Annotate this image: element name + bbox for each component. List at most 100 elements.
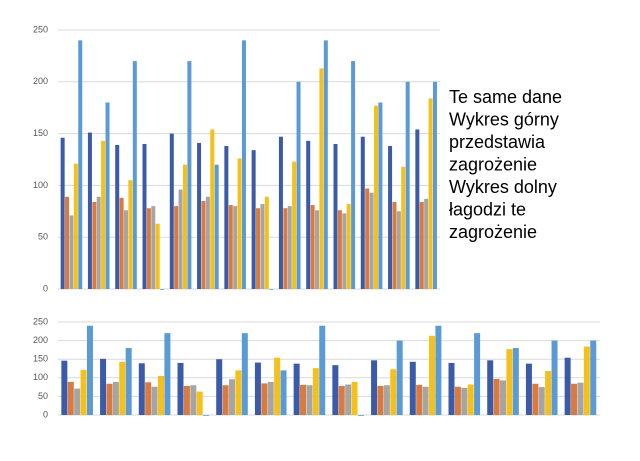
bar (155, 223, 160, 289)
y-tick-label: 250 (33, 24, 48, 34)
y-tick-label: 100 (33, 372, 48, 382)
bar (264, 196, 269, 289)
bar (241, 40, 246, 289)
bar (145, 382, 152, 415)
bar (590, 340, 597, 415)
bar (164, 333, 171, 415)
bar (112, 381, 119, 415)
bar (128, 180, 133, 289)
bar (182, 164, 187, 289)
bar (390, 369, 397, 415)
bar (278, 136, 283, 289)
bar (169, 133, 174, 289)
bar (280, 370, 287, 415)
bar (274, 357, 281, 415)
bar (187, 61, 192, 289)
y-tick-label: 200 (33, 335, 48, 345)
bar (373, 105, 378, 290)
bar (261, 383, 268, 415)
bar (96, 196, 101, 289)
bar (197, 142, 202, 289)
bar (106, 383, 113, 415)
bar (342, 213, 347, 289)
bar (312, 368, 319, 415)
bar (319, 68, 324, 289)
bar (233, 206, 238, 289)
y-tick-label: 0 (43, 409, 48, 419)
bar (333, 143, 338, 289)
bar (564, 357, 571, 415)
bar (235, 370, 242, 415)
bar (551, 340, 558, 415)
bar (86, 325, 93, 415)
bar (351, 381, 358, 415)
side-text: zagrożenie (449, 222, 537, 242)
bar (369, 192, 374, 289)
bar (283, 208, 288, 289)
y-tick-label: 50 (38, 391, 48, 401)
bar (345, 384, 352, 415)
bar (338, 385, 345, 415)
bar (251, 150, 256, 289)
bar (80, 369, 87, 415)
bar (415, 129, 420, 289)
bar (210, 129, 215, 289)
bar (422, 386, 429, 415)
bar (74, 388, 81, 415)
bar (351, 61, 356, 289)
bar (151, 386, 158, 415)
bar (67, 381, 74, 415)
side-text: przedstawia (449, 132, 546, 152)
bar (178, 189, 183, 289)
bar (60, 137, 65, 289)
bar (461, 387, 468, 415)
bar (222, 385, 229, 415)
bar (256, 208, 261, 289)
bar (138, 363, 145, 415)
bar (205, 196, 210, 289)
bar (428, 98, 433, 289)
bar (454, 386, 461, 415)
bar (65, 196, 70, 289)
bar (577, 382, 584, 415)
bar (214, 164, 219, 289)
bar (300, 384, 307, 415)
bar (377, 385, 384, 415)
bar (61, 360, 68, 415)
bar (260, 204, 265, 289)
bar (396, 340, 403, 415)
bar (310, 205, 315, 289)
bar (474, 333, 481, 415)
bar (142, 143, 147, 289)
bar (428, 335, 435, 415)
bar (124, 210, 129, 289)
bar (365, 188, 370, 289)
bar (157, 375, 164, 415)
y-tick-label: 250 (33, 316, 48, 326)
bar (287, 206, 292, 289)
bar (432, 81, 437, 289)
bar (396, 211, 401, 289)
bar (267, 381, 274, 415)
side-text: Wykres górny (449, 110, 559, 130)
y-tick-label: 50 (38, 232, 48, 242)
bar (409, 361, 416, 415)
bar (323, 40, 328, 289)
bar (405, 81, 410, 289)
bar (401, 166, 406, 289)
bar (538, 387, 545, 415)
bar (306, 385, 313, 415)
bar (73, 163, 78, 289)
side-text: Te same dane (449, 87, 562, 107)
bar (78, 40, 83, 289)
side-text: Wykres dolny (449, 177, 557, 197)
bar (315, 210, 320, 289)
bar (532, 383, 539, 415)
bar (224, 146, 229, 289)
bar (174, 206, 179, 289)
bar (254, 362, 261, 415)
bar (378, 102, 383, 290)
bar (392, 201, 397, 289)
bar (241, 333, 248, 415)
